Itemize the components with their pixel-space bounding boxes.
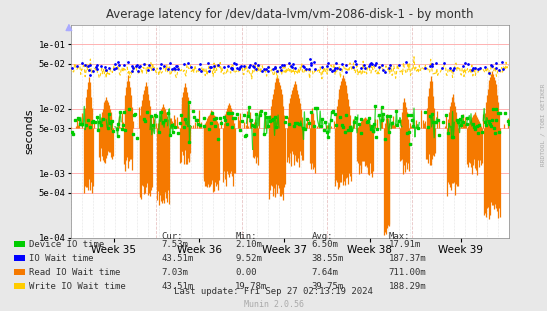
Text: Device IO time: Device IO time (29, 240, 104, 248)
Text: 2.10m: 2.10m (235, 240, 262, 248)
Text: Last update: Fri Sep 27 02:13:19 2024: Last update: Fri Sep 27 02:13:19 2024 (174, 287, 373, 296)
Text: 7.64m: 7.64m (312, 268, 339, 276)
Text: RRDTOOL / TOBI OETIKER: RRDTOOL / TOBI OETIKER (541, 83, 546, 166)
Text: 187.37m: 187.37m (388, 254, 426, 262)
Text: 188.29m: 188.29m (388, 282, 426, 290)
Text: 9.52m: 9.52m (235, 254, 262, 262)
Text: 17.91m: 17.91m (388, 240, 421, 248)
Y-axis label: seconds: seconds (25, 109, 34, 154)
Text: 7.53m: 7.53m (161, 240, 188, 248)
Text: 19.78m: 19.78m (235, 282, 267, 290)
Text: 38.55m: 38.55m (312, 254, 344, 262)
Text: Read IO Wait time: Read IO Wait time (29, 268, 120, 276)
Text: 39.75m: 39.75m (312, 282, 344, 290)
Text: 711.00m: 711.00m (388, 268, 426, 276)
Title: Average latency for /dev/data-lvm/vm-2086-disk-1 - by month: Average latency for /dev/data-lvm/vm-208… (106, 8, 474, 21)
Text: Write IO Wait time: Write IO Wait time (29, 282, 126, 290)
Text: Min:: Min: (235, 232, 257, 241)
Text: Cur:: Cur: (161, 232, 183, 241)
Text: 0.00: 0.00 (235, 268, 257, 276)
Text: 43.51m: 43.51m (161, 254, 194, 262)
Text: 6.50m: 6.50m (312, 240, 339, 248)
Text: IO Wait time: IO Wait time (29, 254, 94, 262)
Text: Max:: Max: (388, 232, 410, 241)
Text: 7.03m: 7.03m (161, 268, 188, 276)
Text: Munin 2.0.56: Munin 2.0.56 (243, 300, 304, 309)
Text: Avg:: Avg: (312, 232, 333, 241)
Text: 43.51m: 43.51m (161, 282, 194, 290)
